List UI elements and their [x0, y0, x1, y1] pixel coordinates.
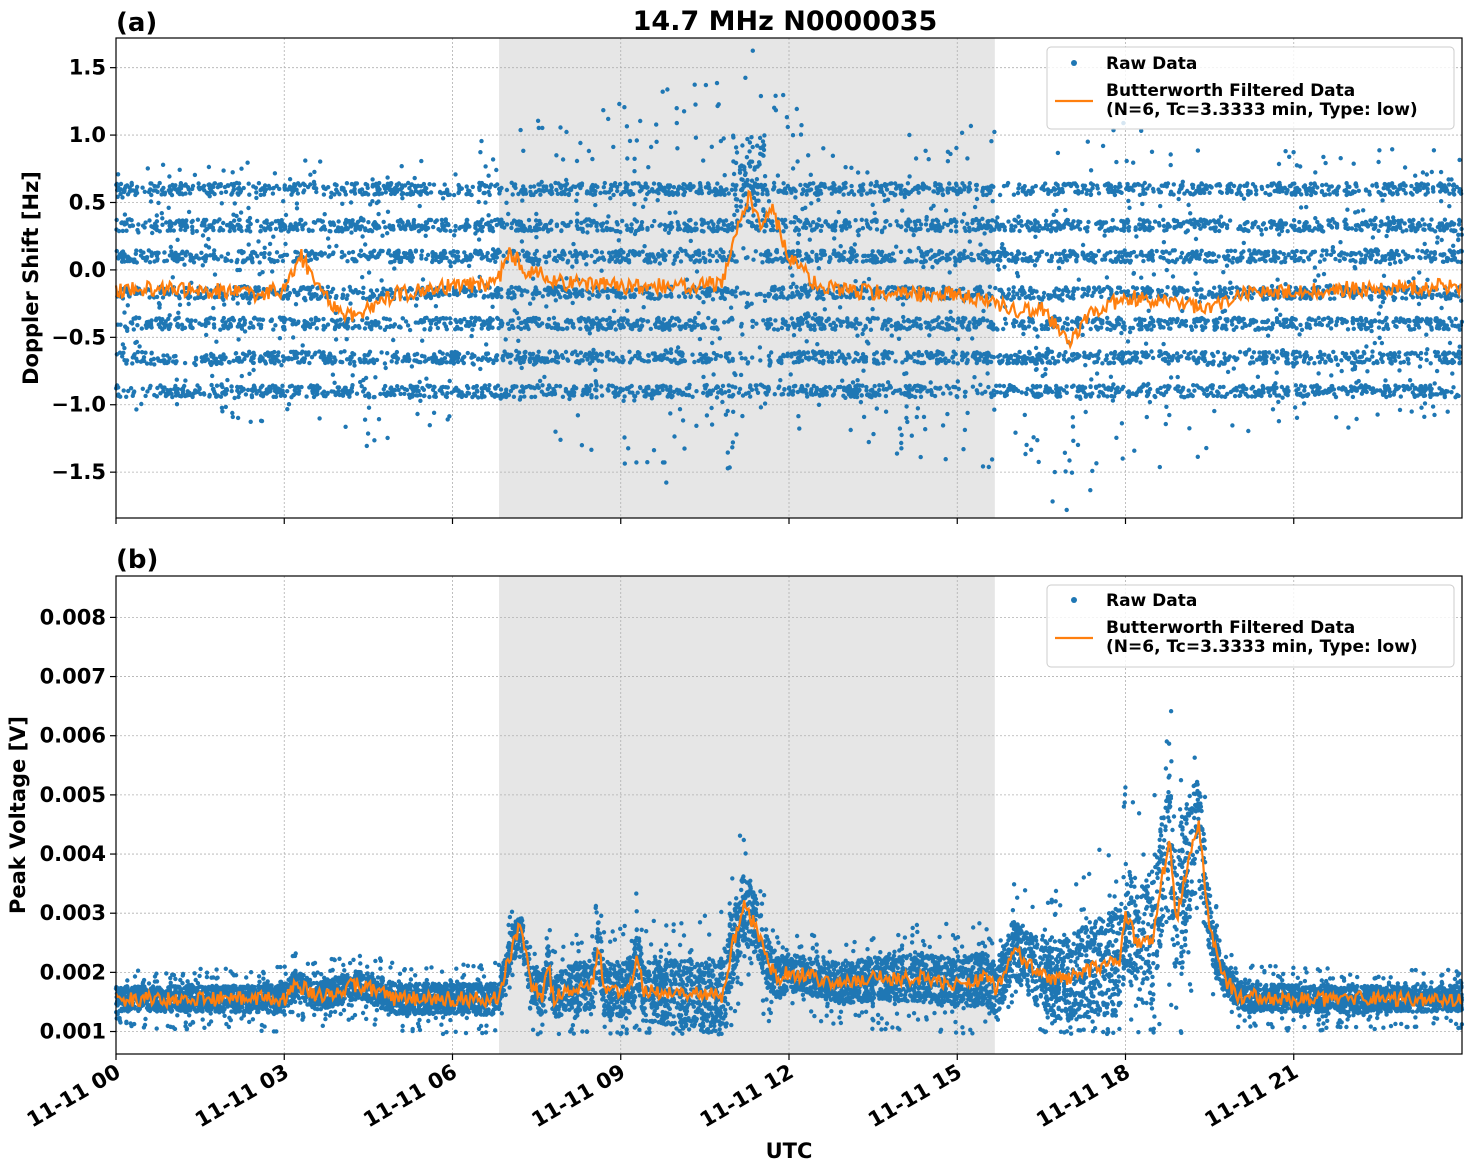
x-tick-label: 11-11 18: [1032, 1060, 1134, 1133]
panel-b-ylabel: Peak Voltage [V]: [6, 716, 30, 914]
y-tick-label: 0.007: [40, 665, 106, 689]
legend-raw-label: Raw Data: [1106, 54, 1197, 74]
y-tick-label: 0.003: [40, 901, 106, 925]
y-tick-label: 0.005: [40, 783, 106, 807]
panel-doppler-shift: (a) Doppler Shift [Hz] 1.5 1.0 0.5 0.0 −0.5 −…: [19, 8, 1465, 524]
panel-b-legend: Raw Data Butterworth Filtered Data (N=6, …: [1046, 584, 1455, 668]
panel-a-filtered-line: [114, 189, 1462, 351]
panel-b-label: (b): [116, 545, 158, 575]
y-tick-label: 0.002: [40, 960, 106, 984]
panel-b-filtered-line: [114, 820, 1463, 1011]
panel-a-shaded-interval: [499, 38, 995, 518]
y-tick-label: 0.001: [40, 1020, 106, 1044]
legend-filtered-label: Butterworth Filtered Data (N=6, Tc=3.3333…: [1106, 81, 1418, 120]
legend-raw-marker: [1071, 60, 1077, 66]
y-tick-label: 0.5: [69, 190, 106, 214]
x-axis-tick-labels: 11-11 00 11-11 03 11-11 06 11-11 09 11-11 12…: [23, 1060, 1303, 1133]
y-tick-label: 0.006: [40, 724, 106, 748]
x-tick-label: 11-11 09: [527, 1060, 629, 1133]
x-tick-label: 11-11 06: [359, 1060, 461, 1133]
legend-raw-marker: [1071, 597, 1077, 603]
x-tick-label: 11-11 15: [864, 1060, 966, 1133]
panel-b-y-axis: 0.008 0.007 0.006 0.005 0.004 0.003 0.002 0.001: [40, 605, 116, 1044]
figure-title: 14.7 MHz N0000035: [633, 6, 938, 37]
y-tick-label: 1.5: [69, 56, 106, 80]
x-axis-label: UTC: [766, 1139, 813, 1163]
panel-a-legend: Raw Data Butterworth Filtered Data (N=6, …: [1046, 46, 1455, 130]
panel-b-x-ticks: [115, 1054, 1295, 1060]
panel-a-ylabel: Doppler Shift [Hz]: [19, 171, 43, 385]
legend-filtered-label: Butterworth Filtered Data (N=6, Tc=3.3333…: [1106, 618, 1418, 657]
x-tick-label: 11-11 03: [191, 1060, 293, 1133]
legend-raw-label: Raw Data: [1106, 591, 1197, 611]
panel-b-grid: [116, 576, 1462, 1054]
y-tick-label: 0.008: [40, 605, 106, 629]
x-tick-label: 11-11 21: [1200, 1060, 1302, 1133]
y-tick-label: −1.5: [51, 460, 106, 484]
x-tick-label: 11-11 12: [696, 1060, 798, 1133]
y-tick-label: 0.0: [69, 258, 106, 282]
x-tick-label: 11-11 00: [23, 1060, 125, 1133]
panel-a-y-axis: 1.5 1.0 0.5 0.0 −0.5 −1.0 −1.5: [51, 56, 116, 484]
y-tick-label: −0.5: [51, 325, 106, 349]
panel-a-x-ticks: [115, 518, 1295, 524]
y-tick-label: 1.0: [69, 123, 106, 147]
y-tick-label: 0.004: [40, 842, 106, 866]
y-tick-label: −1.0: [51, 393, 106, 417]
panel-a-label: (a): [116, 8, 157, 38]
panel-peak-voltage: (b) Peak Voltage [V] 0.0080.0070.0060.00…: [6, 545, 1465, 1060]
